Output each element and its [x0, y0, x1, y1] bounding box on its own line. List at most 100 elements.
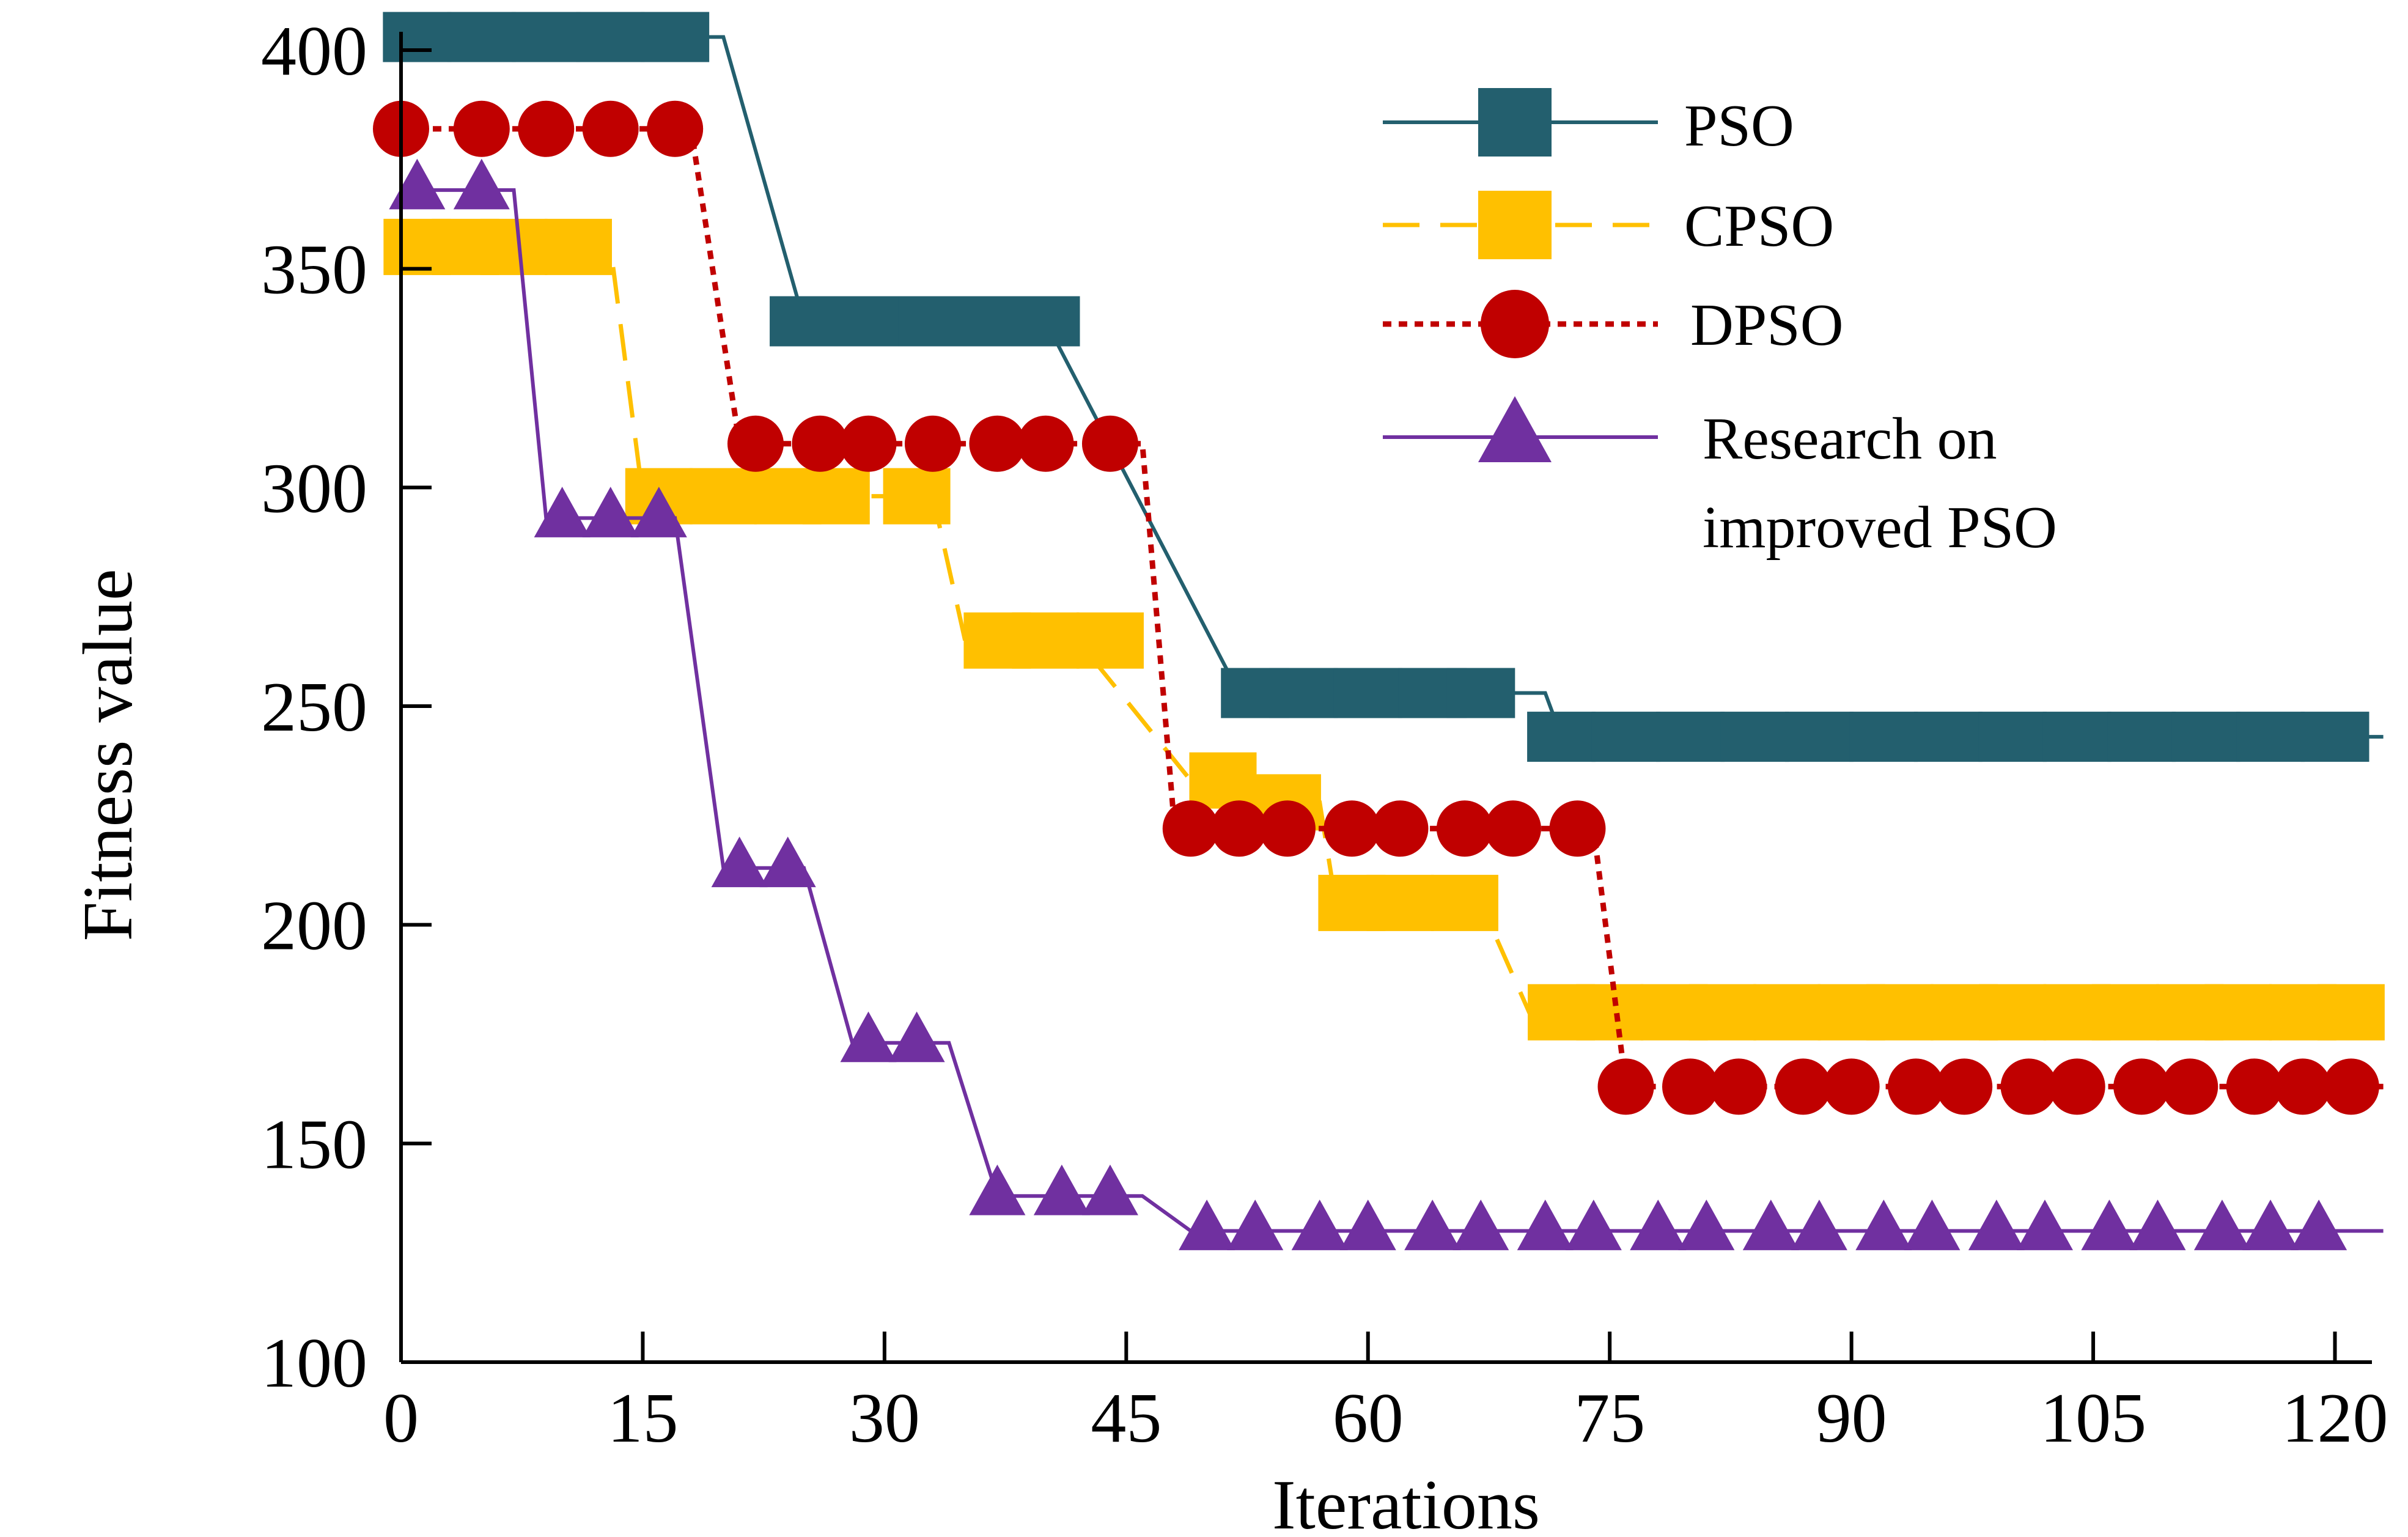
data-point — [1210, 800, 1267, 857]
data-point — [1979, 984, 2047, 1041]
data-point — [1017, 415, 1074, 472]
series-cpso — [383, 218, 2385, 1041]
y-tick-label: 100 — [261, 1324, 367, 1402]
data-point — [1866, 984, 1934, 1041]
data-point — [1549, 800, 1606, 857]
data-point — [883, 468, 951, 525]
legend-marker — [1478, 396, 1552, 463]
x-tick-label: 45 — [1091, 1379, 1162, 1458]
series-line — [401, 245, 2384, 1015]
x-tick-label: 60 — [1333, 1379, 1404, 1458]
series-pso — [383, 12, 2384, 762]
data-point — [518, 100, 575, 157]
data-point — [1333, 668, 1402, 718]
data-point — [453, 100, 510, 157]
data-point — [1446, 668, 1515, 718]
data-point — [1576, 984, 1644, 1041]
x-tick-label: 75 — [1574, 1379, 1645, 1458]
data-point — [2204, 984, 2272, 1041]
data-point — [1936, 1058, 1993, 1115]
data-point — [1753, 984, 1821, 1041]
y-axis-ticks: 100 150 200 250 300 350 400 — [261, 12, 432, 1402]
series-improved-pso — [389, 158, 2384, 1250]
data-point — [2291, 1200, 2347, 1250]
data-point — [1710, 1058, 1767, 1115]
data-point — [1436, 800, 1493, 857]
legend-item-pso: PSO — [1383, 88, 1794, 159]
y-tick-label: 150 — [261, 1105, 367, 1184]
data-point — [888, 1011, 945, 1063]
data-point — [1517, 1200, 1574, 1250]
legend-label-line-2: improved PSO — [1703, 495, 2057, 561]
data-point — [792, 415, 849, 472]
data-point — [1913, 712, 1983, 762]
data-point — [2242, 1200, 2299, 1250]
data-point — [1076, 612, 1144, 669]
x-axis-ticks: 0 15 30 45 60 75 90 105 120 — [383, 1332, 2388, 1458]
data-point — [1366, 874, 1434, 931]
data-point — [840, 415, 897, 472]
legend-item-improved-pso: Research on improved PSO — [1383, 396, 2057, 561]
x-tick-label: 105 — [2040, 1379, 2146, 1458]
data-point — [1888, 1058, 1945, 1115]
data-point — [1742, 1200, 1799, 1250]
data-point — [969, 415, 1026, 472]
legend-label: DPSO — [1690, 292, 1844, 358]
data-point — [2107, 712, 2176, 762]
legend-label: PSO — [1684, 93, 1794, 159]
data-point — [1784, 712, 1854, 762]
data-point — [512, 12, 581, 62]
data-point — [1430, 874, 1498, 931]
data-point — [1591, 712, 1660, 762]
data-point — [1189, 752, 1257, 809]
data-point — [1324, 800, 1380, 857]
data-point — [480, 218, 548, 275]
data-point — [1678, 1200, 1735, 1250]
y-tick-label: 400 — [261, 12, 367, 90]
data-point — [1855, 1200, 1912, 1250]
data-point — [1565, 1200, 1622, 1250]
data-point — [641, 12, 710, 62]
legend-marker — [1478, 191, 1552, 259]
data-point — [834, 296, 903, 347]
data-point — [1485, 800, 1542, 857]
legend-item-cpso: CPSO — [1383, 191, 1834, 259]
data-point — [770, 296, 839, 347]
data-point — [1597, 1058, 1654, 1115]
x-tick-label: 90 — [1816, 1379, 1887, 1458]
series-dpso — [373, 100, 2384, 1115]
data-point — [1630, 1200, 1687, 1250]
data-point — [2226, 1058, 2283, 1115]
x-tick-label: 30 — [849, 1379, 920, 1458]
data-point — [2236, 712, 2305, 762]
data-point — [1259, 800, 1316, 857]
data-point — [2193, 1200, 2250, 1250]
series-line — [401, 126, 2384, 1089]
data-point — [904, 415, 961, 472]
data-point — [447, 12, 516, 62]
data-point — [2129, 1200, 2186, 1250]
data-point — [1656, 712, 1725, 762]
data-point — [1012, 612, 1080, 669]
data-point — [2300, 712, 2369, 762]
data-point — [1404, 1200, 1461, 1250]
data-point — [576, 12, 645, 62]
data-point — [802, 468, 870, 525]
data-point — [2081, 1200, 2138, 1250]
data-point — [2171, 712, 2240, 762]
data-point — [2317, 984, 2385, 1041]
data-point — [1011, 296, 1080, 347]
data-point — [2016, 1200, 2073, 1250]
data-point — [1453, 1200, 1509, 1250]
data-point — [1033, 1164, 1090, 1215]
data-point — [2162, 1058, 2218, 1115]
data-point — [383, 12, 452, 62]
legend-swatch-marker — [1478, 191, 1552, 259]
legend-marker — [1478, 88, 1552, 157]
data-point — [1775, 1058, 1832, 1115]
data-point — [534, 487, 591, 537]
data-point — [1162, 800, 1219, 857]
data-point — [1227, 1200, 1284, 1250]
legend-label: CPSO — [1684, 193, 1834, 259]
